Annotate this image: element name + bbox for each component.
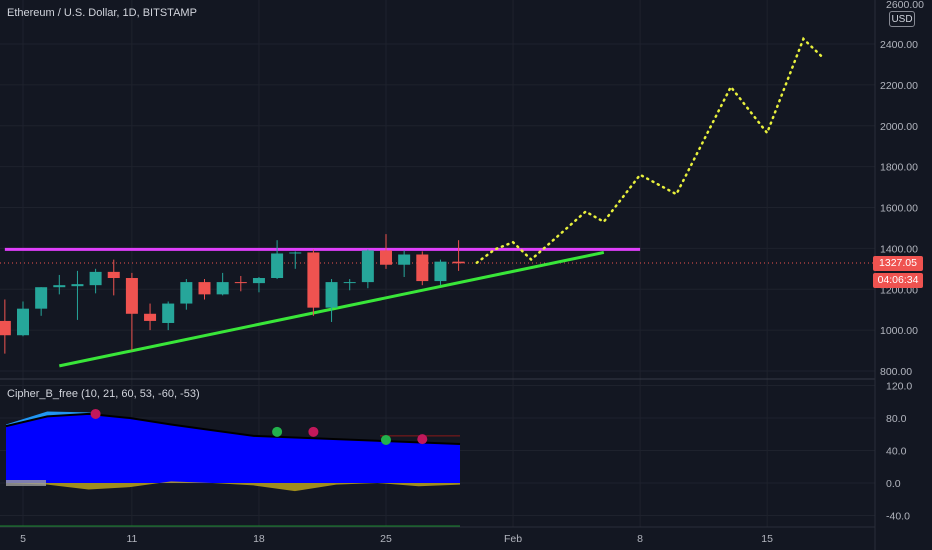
candle-body: [71, 284, 84, 287]
time-tick-label: 5: [20, 533, 26, 545]
price-axis[interactable]: 2400.00 2200.00 2000.00 1800.00 1600.00 1400.…: [880, 39, 918, 378]
wave-blue-area: [6, 413, 460, 483]
price-tick-label: 2000.00: [880, 121, 918, 133]
green-dot: [272, 426, 283, 437]
symbol-title[interactable]: Ethereum / U.S. Dollar, 1D, BITSTAMP: [7, 7, 197, 19]
drawings-layer[interactable]: [4, 36, 823, 368]
price-tick-label: 1800.00: [880, 162, 918, 174]
green-dot: [381, 434, 391, 445]
time-tick-label: 8: [637, 533, 643, 545]
time-tick-label: 15: [761, 533, 773, 545]
candle-body: [89, 271, 102, 286]
time-tick-label: 11: [126, 533, 137, 545]
oscillator-axis[interactable]: 120.0 80.0 40.0 0.0 -40.0: [886, 381, 912, 523]
current-price-badge: 1327.05: [873, 256, 923, 271]
candle-body: [289, 252, 302, 254]
candle-body: [107, 271, 120, 279]
candle-body: [398, 254, 411, 265]
candle-body: [452, 261, 465, 264]
oscillator-tick-label: 0.0: [886, 478, 901, 490]
indicator-title[interactable]: Cipher_B_free (10, 21, 60, 53, -60, -53): [7, 388, 200, 400]
candle-body: [307, 252, 320, 308]
projection-path: [475, 36, 823, 264]
countdown-badge: 04:06:34: [873, 273, 923, 288]
candle-body: [180, 282, 193, 304]
red-dot: [90, 408, 101, 419]
candle-body: [416, 254, 429, 282]
time-tick-label: 25: [380, 533, 392, 545]
candle-body: [35, 287, 48, 309]
candle-body: [252, 278, 265, 284]
money-flow-area: [6, 481, 460, 492]
oscillator-tick-label: 40.0: [886, 446, 907, 458]
oscillator-layer: [0, 408, 461, 527]
candle-body: [361, 250, 374, 283]
candle-body: [144, 313, 157, 321]
price-tick-label: 2200.00: [880, 80, 918, 92]
candle-body: [162, 303, 175, 323]
candle-body: [234, 282, 247, 284]
red-dot: [417, 434, 428, 445]
candle-body: [271, 253, 284, 279]
candle-body: [325, 282, 338, 308]
candle-body: [216, 282, 229, 295]
candle-body: [380, 250, 392, 265]
price-tick-label: 2400.00: [880, 39, 918, 51]
candle-body: [53, 285, 66, 288]
price-tick-top-partial: 2600.00: [886, 0, 924, 11]
time-axis[interactable]: 5 11 18 25 Feb 8 15: [20, 533, 773, 545]
candles-layer: [0, 234, 465, 354]
price-tick-label: 1600.00: [880, 203, 918, 215]
currency-button[interactable]: USD: [889, 11, 915, 27]
candle-body: [198, 282, 211, 295]
candle-body: [343, 282, 356, 284]
price-tick-label: 1000.00: [880, 325, 918, 337]
oscillator-tick-label: 120.0: [886, 381, 912, 393]
price-tick-label: 1400.00: [880, 243, 918, 255]
money-flow-grey: [6, 480, 46, 486]
red-dot: [308, 426, 319, 437]
candle-body: [434, 261, 447, 282]
oscillator-tick-label: -40.0: [886, 511, 910, 523]
candle-body: [0, 320, 11, 336]
candle-body: [125, 278, 138, 314]
oscillator-tick-label: 80.0: [886, 413, 907, 425]
time-tick-label: Feb: [504, 533, 522, 545]
time-tick-label: 18: [253, 533, 265, 545]
price-tick-label: 800.00: [880, 366, 912, 378]
candle-body: [17, 308, 29, 336]
